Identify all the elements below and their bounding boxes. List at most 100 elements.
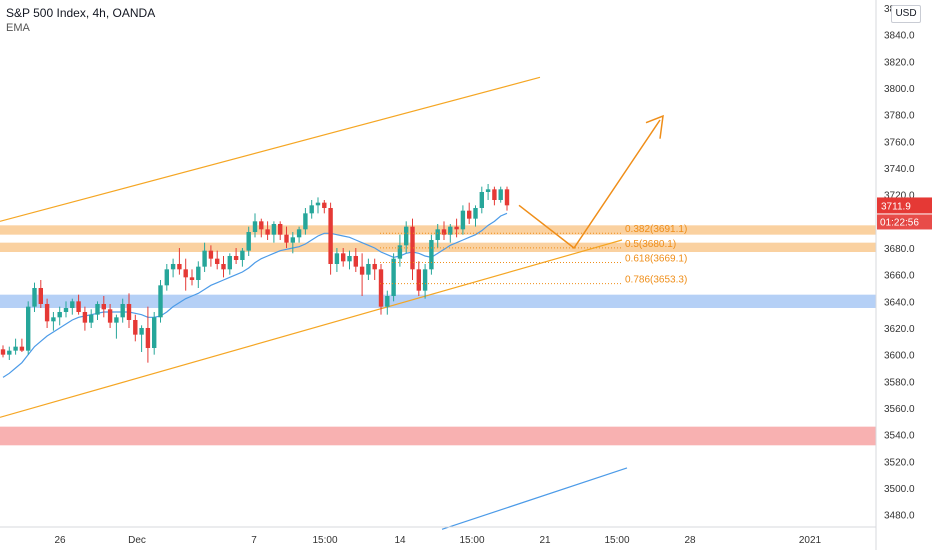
candle[interactable] [359, 253, 365, 296]
candle[interactable] [215, 250, 220, 270]
candle[interactable] [101, 295, 106, 318]
candle[interactable] [0, 345, 6, 358]
candle[interactable] [202, 242, 207, 272]
candle[interactable] [315, 197, 321, 214]
support-zone[interactable] [0, 294, 876, 308]
price-badge-value: 3711.9 [881, 201, 911, 212]
candle[interactable] [385, 290, 390, 315]
channel-lower-line[interactable] [0, 239, 623, 418]
candle[interactable] [240, 247, 245, 267]
candle[interactable] [89, 309, 94, 328]
candle-body [95, 303, 100, 315]
candle[interactable] [473, 205, 478, 227]
candle[interactable] [38, 279, 43, 308]
candle[interactable] [460, 205, 466, 235]
candle[interactable] [259, 218, 264, 238]
candle[interactable] [290, 231, 295, 254]
candle[interactable] [170, 258, 176, 278]
candle[interactable] [435, 223, 440, 248]
candle[interactable] [189, 269, 195, 286]
channel-upper-line[interactable] [0, 76, 541, 222]
candle[interactable] [221, 255, 226, 278]
candle[interactable] [13, 338, 18, 355]
candle-body [189, 277, 195, 280]
candle[interactable] [328, 202, 333, 275]
candle[interactable] [353, 247, 358, 272]
candle[interactable] [366, 258, 371, 280]
candle-body [252, 221, 258, 232]
candle-body [296, 229, 302, 238]
candle[interactable] [303, 207, 308, 235]
candle[interactable] [422, 263, 428, 299]
candle[interactable] [183, 258, 188, 291]
candle[interactable] [322, 199, 327, 214]
candle[interactable] [114, 314, 119, 339]
candle[interactable] [485, 183, 491, 200]
candle[interactable] [26, 301, 31, 355]
candle[interactable] [309, 199, 314, 219]
candle[interactable] [410, 218, 415, 280]
candle[interactable] [32, 282, 37, 312]
candle[interactable] [76, 294, 81, 315]
currency-button[interactable]: USD [891, 5, 921, 23]
candle[interactable] [265, 221, 270, 240]
projection-path[interactable] [518, 119, 661, 250]
candle[interactable] [208, 245, 214, 267]
candle[interactable] [196, 261, 201, 288]
candle[interactable] [120, 298, 125, 323]
candle[interactable] [63, 301, 69, 318]
candle[interactable] [271, 221, 277, 243]
candle[interactable] [429, 234, 434, 275]
candle[interactable] [416, 261, 421, 296]
candle[interactable] [448, 223, 453, 243]
candle[interactable] [44, 298, 50, 328]
candle-body [152, 317, 157, 348]
candle-body [101, 303, 106, 310]
candle[interactable] [397, 234, 403, 267]
candle[interactable] [227, 253, 232, 275]
candle[interactable] [504, 186, 510, 211]
candle[interactable] [164, 263, 169, 291]
candle[interactable] [82, 306, 88, 331]
candle[interactable] [177, 247, 182, 275]
candle[interactable] [341, 247, 346, 267]
candle[interactable] [233, 247, 239, 264]
candle[interactable] [479, 186, 484, 214]
candle[interactable] [454, 218, 459, 238]
candle[interactable] [57, 306, 62, 326]
candle-body [265, 229, 270, 235]
candle[interactable] [441, 221, 447, 240]
candle[interactable] [158, 279, 163, 323]
candle[interactable] [296, 226, 302, 243]
candle[interactable] [378, 263, 384, 315]
candle[interactable] [126, 293, 132, 328]
candle[interactable] [278, 221, 283, 240]
candle[interactable] [51, 311, 56, 331]
candle-body [221, 263, 226, 270]
candle[interactable] [7, 346, 12, 360]
candle[interactable] [152, 311, 157, 355]
demand-zone[interactable] [0, 426, 876, 446]
candle[interactable] [284, 226, 289, 248]
candle[interactable] [404, 221, 409, 254]
candle-body [208, 250, 214, 259]
candle[interactable] [19, 338, 25, 352]
candle[interactable] [139, 325, 144, 352]
candle[interactable] [145, 306, 151, 363]
candle[interactable] [372, 258, 377, 280]
candle[interactable] [107, 303, 113, 328]
candle[interactable] [492, 186, 497, 206]
candle[interactable] [498, 186, 503, 203]
candle[interactable] [252, 213, 258, 238]
candle[interactable] [334, 247, 340, 272]
candle[interactable] [391, 253, 396, 302]
candle[interactable] [246, 226, 251, 256]
candle[interactable] [347, 250, 352, 270]
candle[interactable] [133, 314, 138, 342]
candle[interactable] [95, 301, 100, 320]
blue-trend-line[interactable] [441, 467, 628, 530]
candle[interactable] [467, 202, 472, 224]
candle[interactable] [70, 298, 75, 315]
legend-indicator[interactable]: EMA [6, 22, 30, 34]
